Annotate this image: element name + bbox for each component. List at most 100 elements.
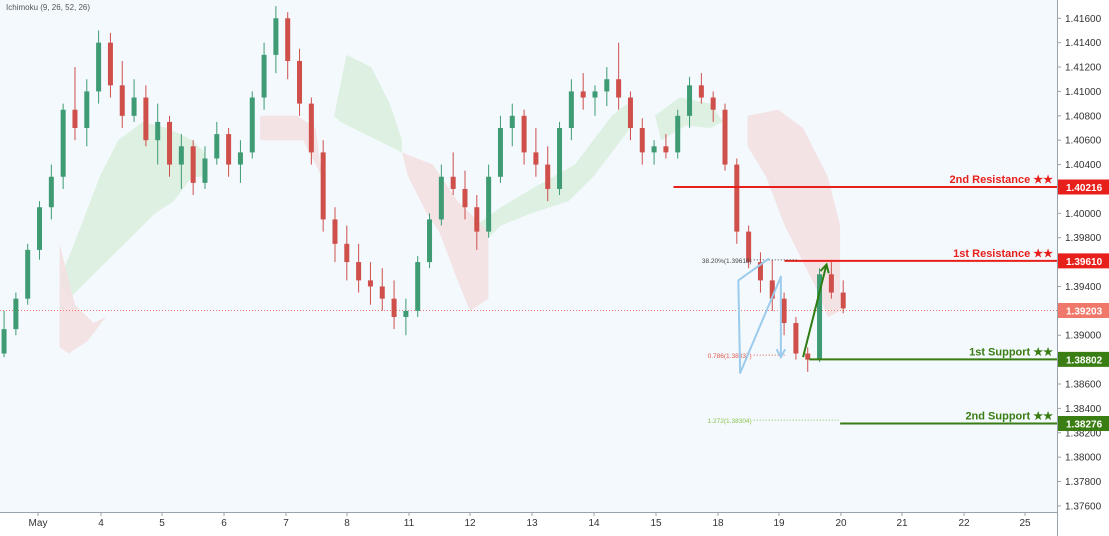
- level-price-tag-2-text: 1.38802: [1066, 355, 1103, 366]
- candle-body: [379, 286, 385, 299]
- y-tick-label: 1.40600: [1065, 136, 1102, 147]
- candle: [769, 259, 775, 311]
- y-tick-label: 1.41200: [1065, 63, 1102, 74]
- candle-body: [592, 91, 598, 98]
- candle: [261, 42, 267, 110]
- x-tick-label: 6: [221, 518, 227, 529]
- y-tick-label: 1.41000: [1065, 87, 1102, 98]
- candle-body: [72, 109, 78, 128]
- level-label-3: 2nd Support ★★: [965, 410, 1053, 422]
- candle: [427, 213, 433, 269]
- candle-body: [462, 188, 468, 208]
- candle-body: [805, 353, 811, 360]
- candle-body: [249, 97, 255, 153]
- kumo-cloud-1: [334, 54, 402, 153]
- candle: [722, 103, 728, 171]
- candle-body: [190, 146, 196, 183]
- candle: [509, 103, 515, 147]
- candle-body: [273, 18, 279, 55]
- candle: [474, 195, 480, 250]
- candle-body: [781, 298, 787, 324]
- candle-body: [509, 115, 515, 128]
- x-tick-label: 4: [98, 518, 104, 529]
- candle-body: [344, 243, 350, 263]
- kumo-cloud-6: [402, 152, 489, 311]
- candle: [13, 292, 19, 336]
- candle-body: [143, 97, 149, 141]
- candle-body: [450, 176, 456, 189]
- candle-body: [48, 176, 54, 208]
- candle-body: [261, 54, 267, 98]
- candle: [497, 115, 503, 183]
- x-tick-label: 11: [404, 518, 415, 529]
- candle-body: [427, 219, 433, 263]
- candle-body: [627, 97, 633, 128]
- kumo-cloud-3: [655, 97, 723, 141]
- candle: [663, 134, 669, 159]
- candle: [332, 207, 338, 263]
- level-price-tag-3: 1.38276: [1058, 415, 1109, 431]
- projection-arrow-1: [737, 257, 782, 375]
- candle: [639, 118, 645, 165]
- candle: [627, 91, 633, 141]
- y-tick-label: 1.41400: [1065, 38, 1102, 49]
- candle-body: [332, 219, 338, 244]
- y-tick-label: 1.39000: [1065, 331, 1102, 342]
- candle: [462, 170, 468, 220]
- candle: [557, 121, 563, 196]
- candle: [226, 128, 232, 177]
- candle-body: [1, 329, 7, 354]
- kumo-cloud-0: [59, 121, 205, 299]
- candle: [746, 225, 752, 269]
- x-tick-label: 15: [650, 518, 662, 529]
- candle-body: [403, 310, 409, 317]
- x-tick-label: 21: [896, 518, 908, 529]
- candle: [840, 280, 846, 314]
- candle-body: [817, 274, 823, 360]
- level-label-1: 1st Resistance ★★: [953, 248, 1053, 260]
- candle-body: [746, 231, 752, 263]
- kumo-cloud-7: [747, 109, 841, 317]
- candle-body: [60, 109, 66, 177]
- y-tick-label: 1.40800: [1065, 111, 1102, 122]
- candle: [178, 134, 184, 189]
- kumo-cloud-2: [476, 103, 631, 244]
- level-price-tag-2: 1.38802: [1058, 351, 1109, 367]
- candle: [438, 164, 444, 226]
- kumo-cloud-4: [59, 243, 106, 354]
- candle-body: [734, 164, 740, 232]
- candle-body: [580, 91, 586, 98]
- candle: [237, 140, 243, 183]
- candle-body: [155, 121, 161, 141]
- level-price-tag-1-text: 1.39610: [1066, 257, 1103, 268]
- candle: [616, 42, 622, 110]
- candle: [687, 76, 693, 128]
- y-tick-label: 1.38400: [1065, 404, 1102, 415]
- candle-body: [840, 292, 846, 309]
- y-tick-label: 1.41600: [1065, 14, 1102, 25]
- candle: [367, 262, 373, 305]
- candle: [592, 85, 598, 116]
- candle: [805, 347, 811, 372]
- candle: [698, 73, 704, 104]
- x-tick-label: 18: [712, 518, 724, 529]
- candle: [356, 243, 362, 293]
- candle-body: [320, 152, 326, 220]
- candle: [249, 91, 255, 159]
- candle: [131, 79, 137, 122]
- candle: [450, 152, 456, 196]
- candle-body: [616, 79, 622, 98]
- candle-body: [356, 262, 362, 281]
- candle: [48, 164, 54, 220]
- candle-body: [297, 60, 303, 104]
- candle: [202, 146, 208, 189]
- projection-arrow-0: [802, 264, 828, 358]
- level-price-tag-0: 1.40216: [1058, 179, 1109, 195]
- candle: [486, 164, 492, 238]
- current-price-tag-bg: [1058, 302, 1109, 318]
- fib-label-1: 0.786(1.38837): [708, 353, 752, 360]
- candle: [155, 103, 161, 165]
- candle: [403, 298, 409, 336]
- x-tick-label: 22: [958, 518, 970, 529]
- candle: [96, 30, 102, 104]
